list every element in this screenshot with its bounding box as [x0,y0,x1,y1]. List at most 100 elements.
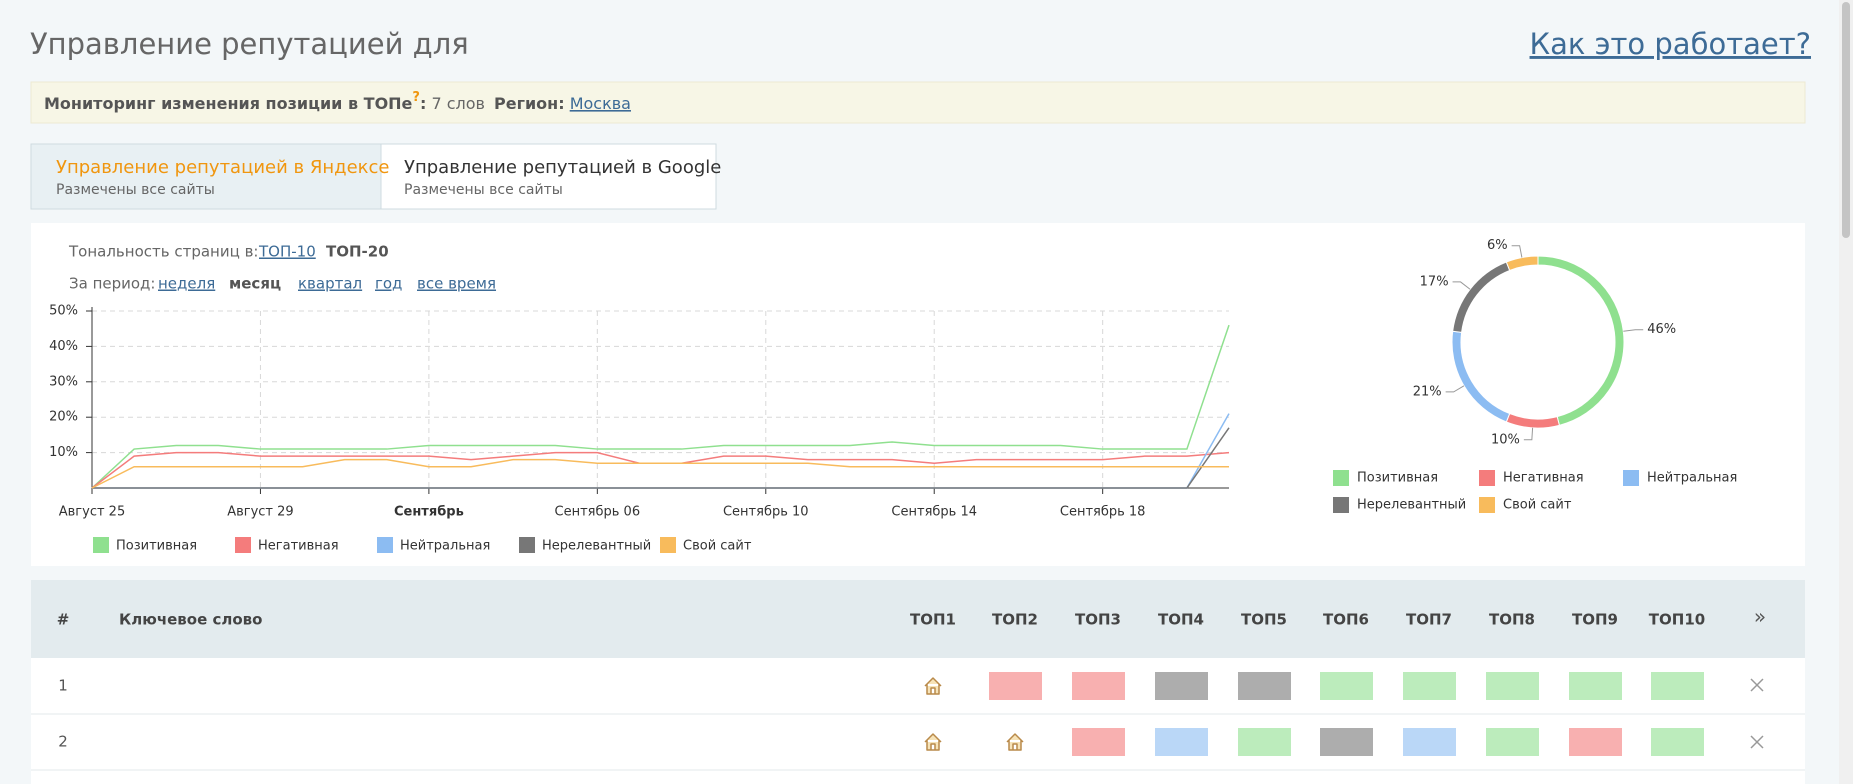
label-connector [1623,329,1644,332]
legend-swatch [1479,470,1495,486]
house [924,677,942,695]
position-cell [1569,672,1622,700]
tab-subtitle: Размечены все сайты [404,182,563,198]
legend-label: Свой сайт [1503,498,1572,513]
col-header: ТОП7 [1406,611,1452,629]
legend-swatch [377,537,393,553]
scrollbar-thumb[interactable] [1842,2,1850,238]
position-cell [1569,728,1622,756]
y-tick-label: 40% [49,339,78,354]
remove-icon[interactable] [1750,735,1764,749]
col-header: Ключевое слово [119,611,262,629]
tonality-label: Тональность страниц в: [68,243,258,261]
tab-active[interactable] [30,143,382,210]
position-cell [1155,672,1208,700]
position-cell [1155,728,1208,756]
page-title: Управление репутацией для [30,27,469,61]
legend-swatch [660,537,676,553]
monitor-bar [30,81,1806,124]
col-header: ТОП8 [1489,611,1535,629]
legend-swatch [1623,470,1639,486]
legend-label: Нейтральная [400,539,490,554]
position-cell [1651,672,1704,700]
donut-slice [1505,255,1539,272]
x-tick-label: Сентябрь [394,505,464,520]
position-cell [1072,672,1125,700]
period-option[interactable]: год [375,275,402,293]
slice-label: 10% [1491,432,1520,447]
col-header: ТОП3 [1075,611,1121,629]
remove-icon[interactable] [1750,678,1764,692]
position-cell [1320,672,1373,700]
label-connector [1511,245,1523,258]
y-tick-label: 30% [49,374,78,389]
legend-swatch [1479,497,1495,513]
slice-label: 6% [1487,238,1508,253]
series-line [91,324,1230,489]
monitor-separator: : [420,94,426,113]
position-cell [1486,672,1539,700]
series-line [92,427,1230,489]
period-option[interactable]: все время [417,275,496,293]
own-site-icon [1006,733,1024,751]
legend-label: Позитивная [1357,471,1438,486]
legend-label: Нейтральная [1647,471,1737,486]
house [1006,733,1024,751]
period-option[interactable]: квартал [298,275,362,293]
col-header: ТОП5 [1241,611,1287,629]
position-cell [1403,728,1456,756]
x-tick-label: Сентябрь 18 [1060,505,1146,520]
legend-label: Негативная [1503,471,1584,486]
filter-option-active[interactable]: ТОП-20 [326,243,389,261]
position-cell [1238,672,1291,700]
x-tick-label: Август 25 [59,505,125,520]
col-header: ТОП1 [910,611,956,629]
tab-title: Управление репутацией в Google [404,157,721,178]
legend-label: Позитивная [116,539,197,554]
slice-label: 46% [1647,322,1676,337]
tab-title: Управление репутацией в Яндексе [56,157,390,178]
label-connector [1523,427,1534,441]
slice-label: 17% [1420,274,1449,289]
col-header: ТОП2 [992,611,1038,629]
monitor-count: 7 слов [431,94,485,113]
series-line [91,458,1229,489]
position-cell [1486,728,1539,756]
x-tick-label: Сентябрь 06 [555,505,641,520]
position-cell [1072,728,1125,756]
tab-subtitle: Размечены все сайты [56,182,215,198]
y-tick-label: 10% [49,445,78,460]
row-number: 1 [58,677,68,695]
tab[interactable] [380,143,717,210]
chart-panel [31,223,1805,566]
legend-label: Свой сайт [683,539,752,554]
monitor-label: Мониторинг изменения позиции в ТОПе [44,94,413,113]
legend-label: Нерелевантный [542,539,651,554]
position-cell [1320,728,1373,756]
x-tick-label: Сентябрь 10 [723,505,809,520]
more-button[interactable]: » [1754,605,1766,629]
table-header [31,580,1805,658]
col-header: ТОП6 [1323,611,1369,629]
label-connector [1452,281,1471,290]
monitor-hint[interactable]: ? [412,90,420,105]
own-site-icon [924,733,942,751]
x-tick-label: Сентябрь 14 [891,505,977,520]
own-site-icon [924,677,942,695]
label-connector [1445,385,1465,393]
legend-swatch [93,537,109,553]
y-tick-label: 50% [49,304,78,319]
filter-option[interactable]: ТОП-10 [258,243,316,261]
row-number: 2 [58,733,68,751]
region-link[interactable]: Москва [570,94,631,113]
legend-swatch [235,537,251,553]
position-cell [989,672,1042,700]
position-cell [1651,728,1704,756]
period-option-active[interactable]: месяц [229,275,281,293]
slice-label: 21% [1413,384,1442,399]
legend-swatch [519,537,535,553]
help-link[interactable]: Как это работает? [1530,27,1811,61]
period-option[interactable]: неделя [158,275,215,293]
y-tick-label: 20% [49,410,78,425]
